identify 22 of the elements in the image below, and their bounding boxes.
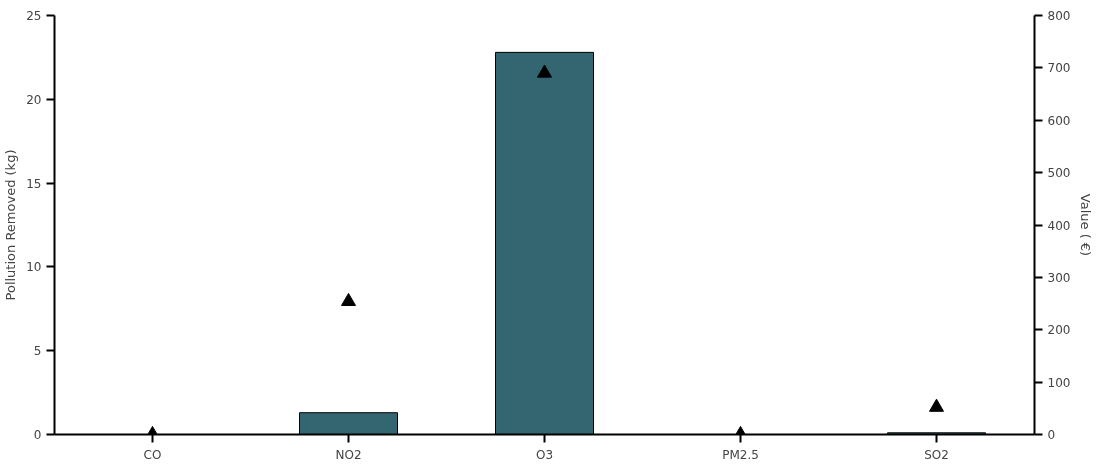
y-axis-title: Pollution Removed (kg) (3, 149, 19, 301)
y-tick-label: 15 (26, 176, 42, 191)
y2-axis-title: Value ( €) (1078, 193, 1094, 257)
x-tick-label: O3 (535, 447, 554, 462)
y2-tick-label: 400 (1047, 218, 1071, 233)
y-tick-label: 5 (33, 344, 42, 359)
y2-tick-label: 800 (1047, 9, 1071, 23)
y-tick-label: 25 (26, 9, 42, 23)
y2-tick-label: 600 (1047, 113, 1071, 128)
x-tick-label: CO (143, 447, 162, 462)
y-tick-label: 20 (26, 92, 42, 107)
x-tick-label: NO2 (335, 447, 362, 462)
x-tick-label: SO2 (924, 447, 949, 462)
y2-tick-label: 100 (1047, 375, 1071, 390)
y-tick-label: 10 (26, 260, 42, 275)
y2-tick-label: 0 (1047, 428, 1056, 442)
y2-tick-label: 700 (1047, 61, 1071, 76)
y-tick-label: 0 (33, 428, 42, 442)
y2-tick-label: 200 (1047, 323, 1071, 338)
y2-tick-label: 300 (1047, 270, 1071, 285)
x-tick-label: PM2.5 (722, 447, 759, 462)
y2-tick-label: 500 (1047, 166, 1071, 181)
